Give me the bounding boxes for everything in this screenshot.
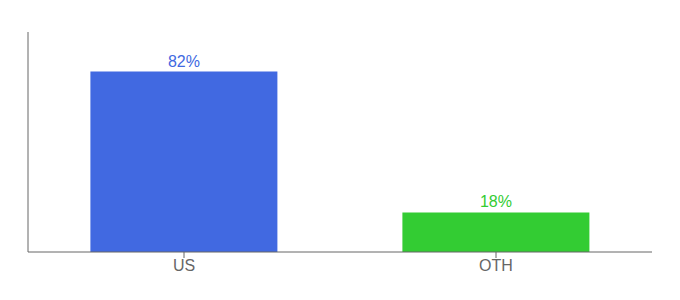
svg-text:82%: 82%	[168, 53, 200, 70]
svg-text:OTH: OTH	[479, 257, 513, 274]
svg-text:18%: 18%	[480, 193, 512, 210]
svg-text:US: US	[173, 257, 195, 274]
